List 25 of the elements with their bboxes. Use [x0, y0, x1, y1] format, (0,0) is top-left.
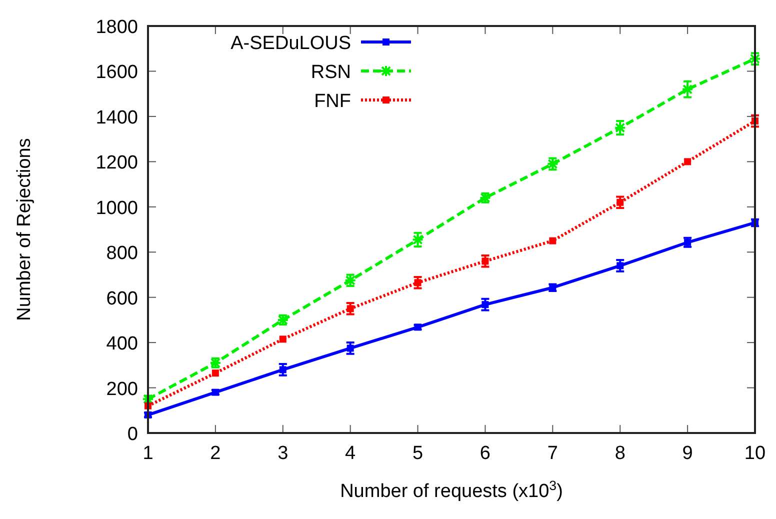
x-tick-label: 1: [142, 443, 154, 464]
y-tick-label: 400: [106, 334, 138, 355]
x-tick-label: 2: [210, 443, 221, 464]
legend-label: A-SEDuLOUS: [230, 33, 351, 54]
x-tick-label: 8: [614, 443, 626, 464]
y-tick-label: 600: [106, 288, 138, 310]
y-tick-label: 800: [106, 243, 138, 264]
x-tick-label: 6: [480, 443, 491, 464]
y-tick-label: 1200: [96, 152, 138, 174]
x-tick-label: 4: [345, 443, 356, 464]
y-tick-label: 1000: [96, 198, 138, 219]
x-tick-label: 10: [744, 443, 766, 464]
y-tick-label: 1400: [96, 107, 138, 128]
x-axis-title: Number of requests (x10$^{3}$): [340, 478, 563, 502]
legend-label: FNF: [314, 91, 351, 112]
x-tick-label: 7: [547, 443, 558, 464]
y-tick-label: 1600: [96, 62, 138, 84]
y-tick-label: 1800: [96, 17, 138, 38]
legend-label: RSN: [310, 62, 351, 83]
x-tick-label: 3: [278, 443, 288, 464]
y-axis-title: Number of Rejections: [14, 138, 35, 321]
y-tick-label: 0: [127, 424, 138, 445]
x-tick-label: 9: [682, 443, 693, 464]
y-tick-label: 200: [106, 378, 138, 400]
x-tick-label: 5: [412, 443, 424, 464]
